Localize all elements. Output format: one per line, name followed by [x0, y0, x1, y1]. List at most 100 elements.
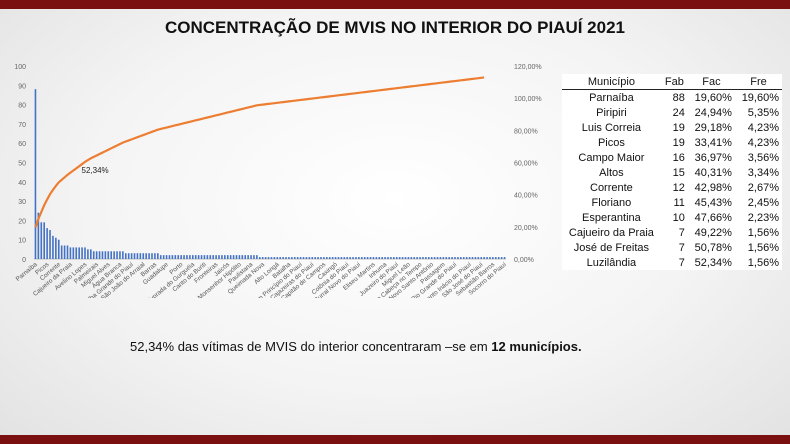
col-header-fac: Fac [687, 74, 735, 90]
bar [486, 257, 488, 259]
bar [285, 257, 287, 259]
bar [95, 251, 98, 259]
cell-municipio: Parnaíba [589, 91, 634, 104]
bar [404, 257, 407, 259]
cell-fre: 1,56% [747, 256, 779, 269]
cell-municipio: Floriano [591, 196, 632, 209]
y-left-tick-label: 30 [18, 199, 26, 206]
bar [480, 257, 483, 259]
bar [360, 257, 363, 259]
bar [311, 257, 314, 259]
bar [305, 257, 308, 259]
bar [407, 257, 410, 259]
bar [384, 257, 386, 259]
col-header-fab: Fab [660, 74, 688, 90]
bar [427, 257, 430, 259]
bar [468, 257, 471, 259]
bar [503, 257, 506, 259]
bar [92, 251, 95, 259]
bar [43, 222, 45, 259]
bar [401, 257, 404, 259]
bar [299, 257, 302, 259]
bar [37, 212, 40, 259]
bar [127, 253, 130, 259]
pareto-chart: 0 10 20 30 40 50 60 70 80 90 100 0,00% 20,00% 40,00% 6… [14, 64, 542, 298]
bar [363, 257, 366, 259]
y-left-tick-label: 80 [18, 103, 26, 110]
cell-fab: 7 [678, 226, 685, 239]
cell-municipio: Luzilândia [586, 256, 637, 269]
bar [69, 247, 72, 259]
bar [119, 251, 121, 259]
bar [477, 257, 480, 259]
cell-fab: 24 [672, 106, 685, 119]
bar [104, 251, 107, 259]
bar [416, 257, 418, 259]
bar [457, 257, 459, 259]
table-header-row: Município Fab Fac Fre [562, 74, 782, 90]
bar [174, 255, 177, 259]
bar [180, 255, 182, 259]
bar [430, 257, 433, 259]
cell-fre: 1,56% [747, 241, 779, 254]
bar [212, 255, 214, 259]
bottom-accent-bar [0, 435, 790, 444]
bar [136, 253, 139, 259]
bar [387, 257, 389, 259]
y-left-tick-label: 40 [18, 180, 26, 187]
cell-fre: 4,23% [747, 136, 779, 149]
bar [90, 249, 92, 259]
cell-fre: 3,56% [747, 151, 779, 164]
table-row: Campo Maior 16 36,97% 3,56% [562, 150, 782, 165]
bar [154, 253, 156, 259]
bar [328, 257, 331, 259]
bar [57, 239, 60, 259]
cell-municipio: Campo Maior [578, 151, 645, 164]
bar [390, 257, 392, 259]
bar [189, 255, 191, 259]
bar [395, 257, 398, 259]
bar [224, 255, 226, 259]
bar [393, 257, 395, 259]
bar [326, 257, 328, 259]
bar [101, 251, 104, 259]
cell-fre: 2,23% [747, 211, 779, 224]
annotation-label: 52,34% [82, 166, 109, 175]
y-right-tick-label: 120,00% [514, 64, 542, 71]
col-header-fre: Fre [734, 74, 782, 90]
cell-fre: 3,34% [747, 166, 779, 179]
bar [346, 257, 349, 259]
bar [215, 255, 217, 259]
bar [317, 257, 319, 259]
cell-fab: 19 [672, 136, 685, 149]
bar [72, 247, 75, 259]
cell-fab: 11 [673, 196, 685, 209]
bar [218, 255, 220, 259]
bar [334, 257, 337, 259]
col-header-municipio: Município [562, 74, 661, 90]
bar [139, 253, 142, 259]
bar [81, 247, 83, 259]
bar [398, 257, 401, 259]
bar [256, 255, 258, 259]
table-row: Cajueiro da Praia 7 49,22% 1,56% [562, 225, 782, 240]
bar [142, 253, 145, 259]
bar [492, 257, 494, 259]
bar [340, 257, 343, 259]
cell-municipio: Cajueiro da Praia [568, 226, 654, 239]
bar [250, 255, 252, 259]
bar [489, 257, 491, 259]
y-left-tick-label: 10 [18, 238, 26, 245]
bar [203, 255, 206, 259]
bar [483, 257, 485, 259]
summary-caption: 52,34% das vítimas de MVIS do interior c… [130, 339, 582, 354]
bar [235, 255, 238, 259]
table-row: Picos 19 33,41% 4,23% [562, 135, 782, 150]
bar [253, 255, 255, 259]
bar [49, 230, 51, 259]
cell-municipio: Esperantina [582, 211, 641, 224]
bar [308, 257, 311, 259]
bar [352, 257, 354, 259]
bar [369, 257, 372, 259]
bar [130, 253, 133, 259]
